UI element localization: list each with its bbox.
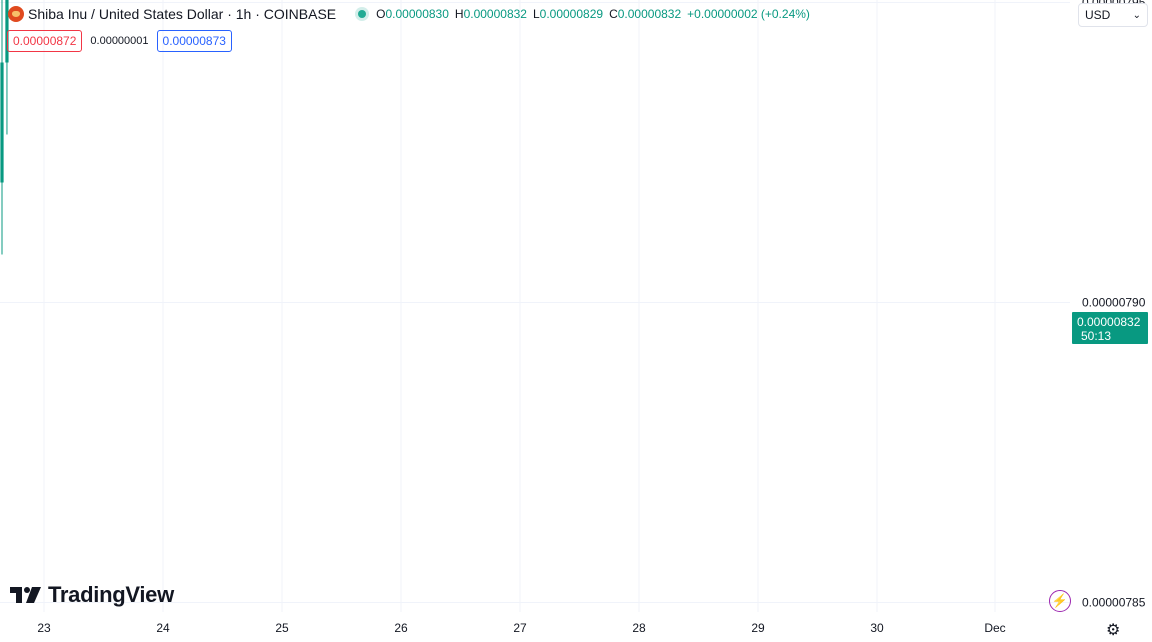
price-axis[interactable]: 0.000007850.000007900.000007950.00000800… xyxy=(1082,0,1146,610)
close-key: C xyxy=(609,7,618,21)
sell-button[interactable]: 0.00000872 xyxy=(7,30,83,52)
currency-value: USD xyxy=(1085,8,1111,22)
time-tick-label: Dec xyxy=(984,621,1005,635)
tradingview-wordmark: TradingView xyxy=(48,582,174,607)
time-tick-label: 28 xyxy=(632,621,646,635)
close-value: 0.00000832 xyxy=(617,7,682,21)
tradingview-logo[interactable]: TradingView xyxy=(10,582,174,608)
bar-countdown: 50:13 xyxy=(1081,329,1111,343)
price-tick-label: 0.00000790 xyxy=(1082,296,1146,310)
chevron-down-icon: ⌄ xyxy=(1132,9,1141,21)
lightning-icon[interactable]: ⚡ xyxy=(1049,590,1071,612)
time-axis[interactable]: 23 24 25 26 27 28 29 30 Dec xyxy=(37,621,1005,635)
tradingview-mark-icon xyxy=(10,587,41,603)
time-tick-label: 29 xyxy=(751,621,765,635)
ohlc-values: O0.00000830 H0.00000832 L0.00000829 C0.0… xyxy=(376,7,810,21)
open-value: 0.00000830 xyxy=(385,7,449,21)
open-key: O xyxy=(376,7,386,21)
time-tick-label: 26 xyxy=(394,621,408,635)
change-value: +0.00000002 (+0.24%) xyxy=(687,7,810,21)
low-key: L xyxy=(532,7,540,21)
high-key: H xyxy=(454,7,464,21)
market-open-status-icon xyxy=(358,10,367,18)
grid-lines xyxy=(0,0,1070,612)
time-tick-label: 30 xyxy=(870,621,884,635)
high-value: 0.00000832 xyxy=(463,7,527,21)
last-price-value: 0.00000832 xyxy=(1077,315,1141,329)
time-tick-label: 23 xyxy=(37,621,51,635)
last-price-label: 0.00000832 50:13 xyxy=(1072,312,1148,344)
shiba-inu-coin-icon xyxy=(8,6,24,22)
time-tick-label: 25 xyxy=(275,621,289,635)
time-tick-label: 24 xyxy=(156,621,170,635)
buy-button[interactable]: 0.00000873 xyxy=(156,30,232,52)
candles xyxy=(0,0,9,255)
symbol-title[interactable]: Shiba Inu / United States Dollar · 1h · … xyxy=(28,6,337,22)
symbol-header: Shiba Inu / United States Dollar · 1h · … xyxy=(8,4,810,24)
gear-icon[interactable]: ⚙ xyxy=(1106,622,1121,639)
price-tick-label: 0.00000785 xyxy=(1082,596,1146,610)
currency-select[interactable]: USD ⌄ xyxy=(1078,3,1148,27)
candle-body xyxy=(5,0,9,63)
low-value: 0.00000829 xyxy=(539,7,604,21)
time-tick-label: 27 xyxy=(513,621,527,635)
spread-value: 0.00000001 xyxy=(90,35,149,47)
quote-boxes: 0.00000872 0.00000001 0.00000873 xyxy=(7,30,232,52)
candle-body xyxy=(0,62,4,183)
